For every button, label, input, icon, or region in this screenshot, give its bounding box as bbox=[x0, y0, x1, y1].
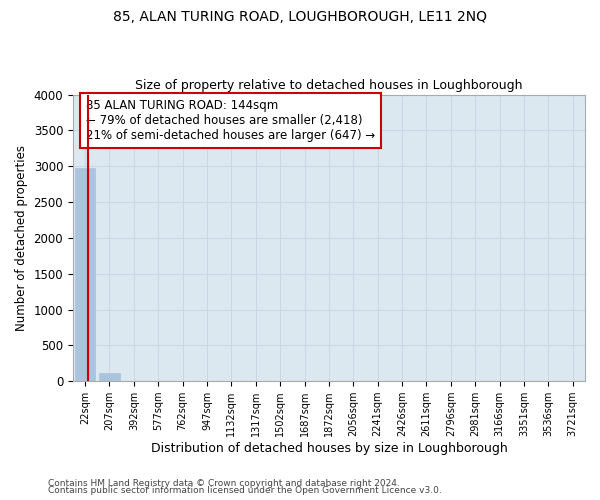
Text: 85 ALAN TURING ROAD: 144sqm
← 79% of detached houses are smaller (2,418)
21% of : 85 ALAN TURING ROAD: 144sqm ← 79% of det… bbox=[86, 99, 375, 142]
Text: Contains public sector information licensed under the Open Government Licence v3: Contains public sector information licen… bbox=[48, 486, 442, 495]
Text: Contains HM Land Registry data © Crown copyright and database right 2024.: Contains HM Land Registry data © Crown c… bbox=[48, 478, 400, 488]
Text: 85, ALAN TURING ROAD, LOUGHBOROUGH, LE11 2NQ: 85, ALAN TURING ROAD, LOUGHBOROUGH, LE11… bbox=[113, 10, 487, 24]
Bar bbox=[99, 374, 120, 381]
Title: Size of property relative to detached houses in Loughborough: Size of property relative to detached ho… bbox=[135, 79, 523, 92]
Bar bbox=[75, 168, 95, 381]
X-axis label: Distribution of detached houses by size in Loughborough: Distribution of detached houses by size … bbox=[151, 442, 508, 455]
Y-axis label: Number of detached properties: Number of detached properties bbox=[15, 145, 28, 331]
